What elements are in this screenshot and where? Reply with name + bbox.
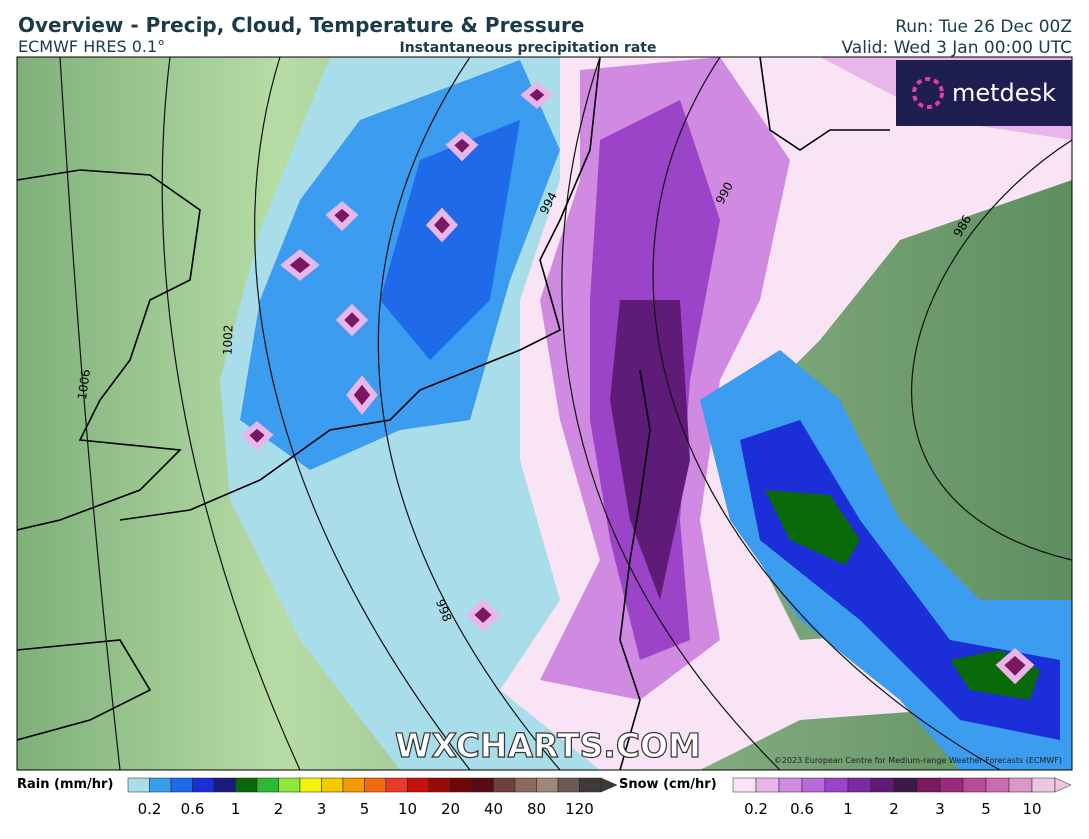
rain-swatch [364, 777, 387, 793]
rain-label: 5 [360, 800, 370, 818]
run: Run: Tue 26 Dec 00Z [895, 17, 1072, 37]
snow-label: 0.6 [790, 800, 814, 818]
rain-swatch [450, 777, 473, 793]
rain-label: 2 [274, 800, 284, 818]
rain-label: 0.6 [181, 800, 205, 818]
watermark: WXCHARTS.COM [395, 726, 701, 765]
snow-label: 1 [843, 800, 853, 818]
rain-swatch [278, 777, 301, 793]
snow-swatch [893, 777, 918, 793]
rain-label: 3 [317, 800, 327, 818]
rain-swatch [213, 777, 236, 793]
snow-swatch [962, 777, 987, 793]
snow-arrow [1054, 777, 1072, 793]
rain-swatch [428, 777, 451, 793]
snow-swatch [939, 777, 964, 793]
rain-label: 120 [565, 800, 594, 818]
snow-swatch [1031, 777, 1056, 793]
rain-label: 1 [231, 800, 241, 818]
logo: metdesk [952, 79, 1056, 107]
rain-swatch [256, 777, 279, 793]
snow-swatch [870, 777, 895, 793]
rain-swatch [471, 777, 494, 793]
rain-swatch [514, 777, 537, 793]
rain-swatch [127, 777, 150, 793]
snow-label: 10 [1022, 800, 1041, 818]
snow-swatch [732, 777, 757, 793]
snow-label: 5 [981, 800, 991, 818]
rain-label: 10 [398, 800, 417, 818]
rain-swatch [536, 777, 559, 793]
rain-swatch [192, 777, 215, 793]
rain-swatch [342, 777, 365, 793]
subtitle: Instantaneous precipitation rate [400, 40, 657, 56]
title: Overview - Precip, Cloud, Temperature & … [18, 13, 584, 37]
rain-label: 20 [441, 800, 460, 818]
model: ECMWF HRES 0.1° [18, 37, 165, 56]
rain-arrow [600, 777, 618, 793]
rain-swatch [385, 777, 408, 793]
logo-box [896, 60, 1072, 126]
snow-swatch [916, 777, 941, 793]
isobar-label: 1002 [220, 324, 235, 355]
snow-swatch [847, 777, 872, 793]
rain-swatch [579, 777, 602, 793]
rain-swatch [407, 777, 430, 793]
snow-swatch [985, 777, 1010, 793]
snow-swatch [824, 777, 849, 793]
rain-label: 0.2 [138, 800, 162, 818]
snow-swatch [1008, 777, 1033, 793]
rain-swatch [235, 777, 258, 793]
rain-swatch [557, 777, 580, 793]
snow-label: 2 [889, 800, 899, 818]
rain-swatch [493, 777, 516, 793]
snow-swatch [801, 777, 826, 793]
rain-swatch [149, 777, 172, 793]
rain-swatch [321, 777, 344, 793]
snow-swatch [778, 777, 803, 793]
snow-label: 3 [935, 800, 945, 818]
rain-title: Rain (mm/hr) [17, 777, 113, 792]
snow-title: Snow (cm/hr) [619, 777, 717, 792]
rain-swatch [170, 777, 193, 793]
snow-label: 0.2 [744, 800, 768, 818]
snow-swatch [755, 777, 780, 793]
rain-swatch [299, 777, 322, 793]
copyright: ©2023 European Centre for Medium-range W… [774, 756, 1062, 765]
valid: Valid: Wed 3 Jan 00:00 UTC [842, 38, 1073, 58]
rain-label: 80 [527, 800, 546, 818]
isobar-label: 1006 [75, 368, 93, 400]
rain-label: 40 [484, 800, 503, 818]
